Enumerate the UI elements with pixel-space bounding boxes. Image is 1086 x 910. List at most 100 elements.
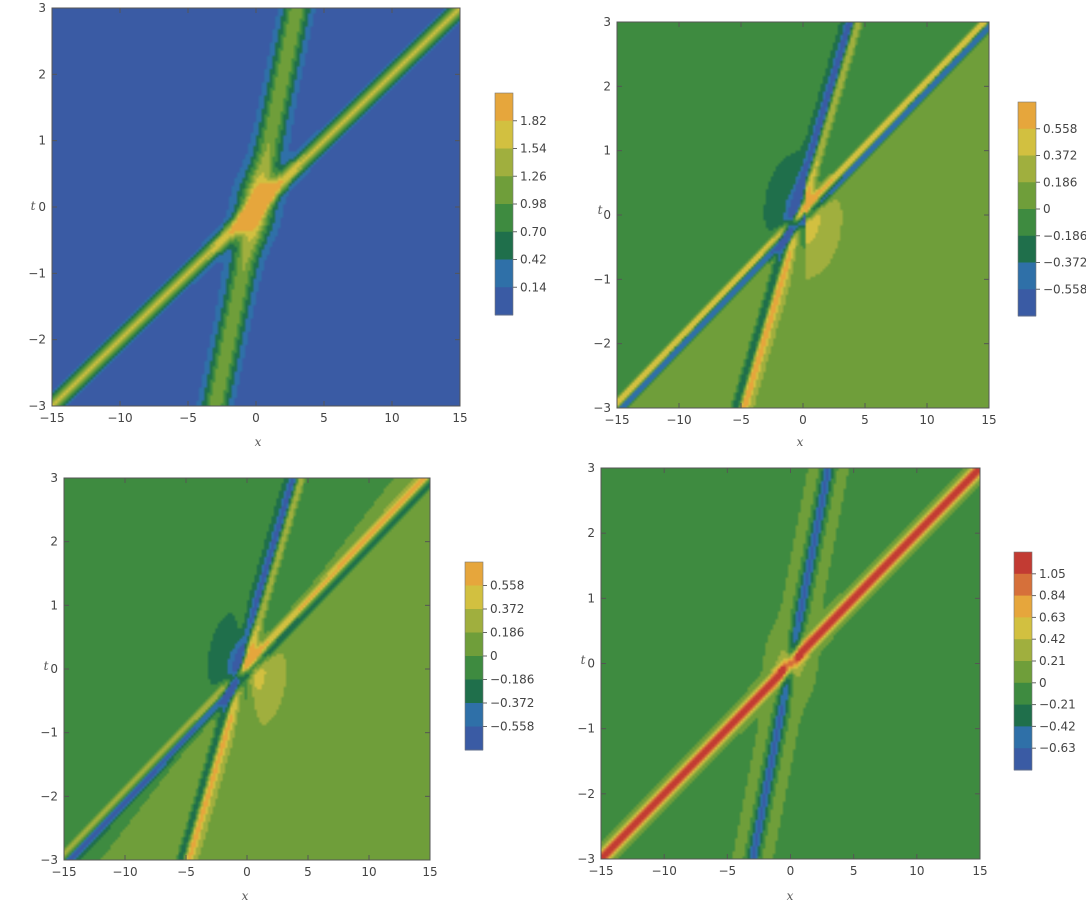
y-tick-label: 1 xyxy=(603,144,611,158)
colorbar-segment xyxy=(495,120,513,149)
y-tick-label: 2 xyxy=(38,67,46,81)
colorbar-segment xyxy=(1018,182,1036,210)
y-tick-label: 0 xyxy=(587,657,595,671)
x-tick-label: 0 xyxy=(252,411,260,425)
y-tick-label: −3 xyxy=(577,852,595,866)
y-tick-label: 1 xyxy=(50,598,58,612)
x-tick-label: 10 xyxy=(919,413,934,427)
x-tick-label: 10 xyxy=(384,411,399,425)
y-tick-label: 1 xyxy=(587,591,595,605)
y-tick-label: −1 xyxy=(593,272,611,286)
colorbar-segment xyxy=(495,176,513,205)
y-axis-label: t xyxy=(31,199,36,213)
contour-field xyxy=(64,478,430,860)
y-tick-label: 2 xyxy=(50,535,58,549)
colorbar-segment xyxy=(1014,595,1032,618)
colorbar-segment xyxy=(1014,639,1032,662)
colorbar-label: −0.21 xyxy=(1039,698,1076,712)
colorbar-label: 0.372 xyxy=(490,602,524,616)
colorbar-segment xyxy=(1018,289,1036,317)
colorbar-segment xyxy=(1018,155,1036,183)
colorbar-segment xyxy=(1014,617,1032,640)
y-tick-label: −2 xyxy=(577,787,595,801)
colorbar-label: 1.54 xyxy=(520,142,547,156)
y-tick-label: 2 xyxy=(603,79,611,93)
colorbar-label: 0.186 xyxy=(1043,175,1077,189)
colorbar-label: 0 xyxy=(1039,676,1047,690)
colorbar-segment xyxy=(495,93,513,122)
y-tick-label: 0 xyxy=(38,200,46,214)
colorbar-label: 1.05 xyxy=(1039,567,1066,581)
colorbar-label: 0.558 xyxy=(490,579,524,593)
colorbar-segment xyxy=(495,148,513,177)
y-tick-label: −3 xyxy=(28,399,46,413)
x-tick-label: 15 xyxy=(452,411,467,425)
colorbar-label: −0.558 xyxy=(490,720,534,734)
y-axis-label: t xyxy=(44,659,49,673)
colorbar-label: 0.70 xyxy=(520,225,547,239)
colorbar-label: 0.372 xyxy=(1043,149,1077,163)
colorbar-segment xyxy=(1014,661,1032,684)
x-tick-label: 5 xyxy=(861,413,869,427)
contour-field xyxy=(617,22,989,408)
y-axis-label: t xyxy=(581,653,586,667)
x-tick-label: −15 xyxy=(604,413,629,427)
colorbar-segment xyxy=(1014,682,1032,706)
y-tick-label: 2 xyxy=(587,526,595,540)
chart-panel-3: −15 −10 −5 0 5 10 15−3−2−10123xt0.5580.3720.18… xyxy=(40,471,534,903)
x-tick-label: 0 xyxy=(243,865,251,879)
colorbar-segment xyxy=(465,562,483,586)
y-tick-label: 3 xyxy=(50,471,58,485)
colorbar-label: 1.82 xyxy=(520,114,547,128)
colorbar-segment xyxy=(1014,552,1032,575)
x-tick-label: 0 xyxy=(799,413,807,427)
x-tick-label: −5 xyxy=(732,413,750,427)
x-tick-label: −15 xyxy=(588,864,613,878)
x-tick-label: −5 xyxy=(177,865,195,879)
colorbar-segment xyxy=(1018,128,1036,156)
colorbar-label: −0.63 xyxy=(1039,741,1076,755)
y-tick-label: 3 xyxy=(587,461,595,475)
y-tick-label: 0 xyxy=(50,662,58,676)
colorbar-segment xyxy=(465,585,483,610)
colorbar-label: 0.186 xyxy=(490,626,524,640)
x-tick-label: −5 xyxy=(179,411,197,425)
chart-panel-2: −15 −10 −5 0 5 10 15−3−2−10123xt0.5580.3720.18… xyxy=(593,15,1086,449)
colorbar-label: 0.42 xyxy=(1039,632,1066,646)
y-tick-label: 1 xyxy=(38,134,46,148)
colorbar-segment xyxy=(495,231,513,260)
colorbar-segment xyxy=(1014,726,1032,749)
colorbar-label: 0.98 xyxy=(520,197,547,211)
y-axis-label: t xyxy=(598,203,603,217)
colorbar-segment xyxy=(1018,262,1036,290)
y-tick-label: −1 xyxy=(40,726,58,740)
x-tick-label: −15 xyxy=(51,865,76,879)
colorbar-label: −0.186 xyxy=(1043,229,1086,243)
colorbar-label: 0 xyxy=(1043,202,1051,216)
y-tick-label: 3 xyxy=(603,15,611,29)
colorbar-segment xyxy=(465,609,483,633)
x-tick-label: 5 xyxy=(320,411,328,425)
colorbar-segment xyxy=(1014,573,1032,597)
colorbar-segment xyxy=(465,656,483,680)
colorbar-segment xyxy=(495,287,513,316)
y-tick-label: −2 xyxy=(28,333,46,347)
x-tick-label: −10 xyxy=(112,865,137,879)
colorbar-label: 0.558 xyxy=(1043,122,1077,136)
y-tick-label: −1 xyxy=(28,266,46,280)
x-tick-label: −15 xyxy=(39,411,64,425)
x-tick-label: 10 xyxy=(361,865,376,879)
colorbar-label: −0.42 xyxy=(1039,719,1076,733)
contour-field xyxy=(601,468,980,859)
x-tick-label: −10 xyxy=(666,413,691,427)
colorbar-segment xyxy=(495,204,513,233)
colorbar-segment xyxy=(465,679,483,704)
colorbar-segment xyxy=(1014,748,1032,771)
x-tick-label: −10 xyxy=(107,411,132,425)
y-tick-label: −3 xyxy=(40,853,58,867)
y-tick-label: −3 xyxy=(593,401,611,415)
colorbar-label: 0.63 xyxy=(1039,610,1066,624)
x-axis-label: x xyxy=(255,435,262,449)
chart-panel-1: −15 −10 −5 0 5 10 15−3−2−10123xt1.821.541.260.… xyxy=(28,1,546,449)
